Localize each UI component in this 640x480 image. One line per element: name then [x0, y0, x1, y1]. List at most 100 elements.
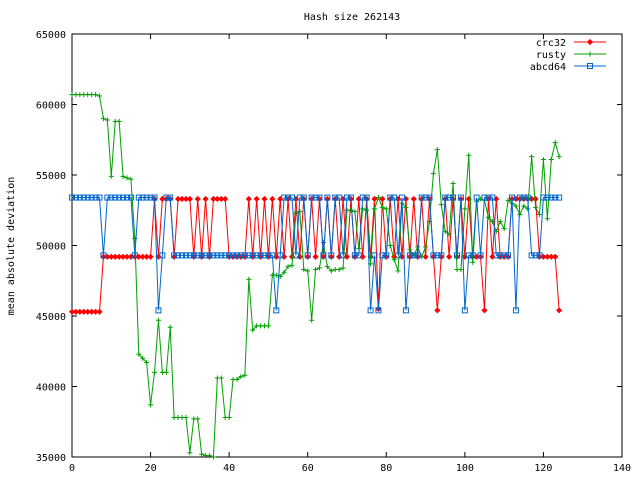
- data-point: [143, 194, 150, 201]
- data-point: [269, 195, 276, 203]
- data-point: [347, 194, 354, 201]
- data-point: [88, 308, 95, 315]
- legend-marker: [587, 63, 593, 69]
- data-point: [104, 194, 111, 201]
- data-point: [501, 252, 508, 259]
- data-point: [132, 235, 138, 241]
- data-point: [410, 252, 417, 259]
- legend-marker: [586, 38, 594, 46]
- data-point: [143, 253, 150, 260]
- data-point: [147, 194, 154, 201]
- data-point: [182, 252, 189, 259]
- data-point: [470, 259, 476, 265]
- data-point: [234, 252, 240, 259]
- data-point: [422, 194, 429, 201]
- data-point: [246, 276, 252, 282]
- data-point: [112, 194, 119, 201]
- data-point: [355, 252, 362, 259]
- data-point: [548, 156, 554, 162]
- data-point: [301, 266, 307, 272]
- data-point: [383, 206, 389, 212]
- data-point: [195, 416, 201, 422]
- data-point: [540, 194, 547, 201]
- data-point: [281, 269, 287, 275]
- data-point: [135, 194, 142, 201]
- data-point: [516, 194, 523, 201]
- data-point: [241, 252, 248, 259]
- data-point: [446, 231, 452, 237]
- data-point: [442, 194, 449, 201]
- data-point: [155, 317, 161, 323]
- x-tick-label: 40: [223, 463, 235, 474]
- data-point: [360, 206, 366, 212]
- series-abcd64: [69, 194, 563, 314]
- data-point: [418, 194, 425, 201]
- data-point: [136, 351, 142, 357]
- data-point: [387, 243, 393, 248]
- data-point: [348, 207, 354, 213]
- data-point: [481, 194, 488, 201]
- data-point: [179, 252, 185, 259]
- axes: 0 20 40 60 80 100 120 140 35000 40000 45000 50000 55…: [36, 30, 631, 474]
- data-point: [84, 194, 91, 201]
- data-point: [265, 323, 271, 329]
- data-point: [454, 252, 460, 259]
- data-point: [438, 252, 445, 259]
- data-point: [414, 252, 421, 259]
- data-point: [450, 194, 457, 201]
- data-point: [336, 266, 342, 272]
- data-point: [80, 308, 87, 315]
- data-point: [253, 252, 260, 259]
- x-tick-label: 100: [456, 463, 474, 474]
- data-point: [72, 308, 79, 315]
- data-point: [116, 118, 122, 124]
- data-point: [403, 204, 409, 210]
- data-point: [477, 252, 484, 259]
- data-point: [242, 372, 248, 378]
- data-point: [253, 195, 260, 203]
- data-point: [469, 252, 476, 259]
- data-point: [544, 253, 551, 260]
- data-point: [171, 252, 178, 259]
- data-point: [68, 308, 76, 315]
- data-point: [395, 252, 402, 259]
- x-tick-label: 80: [380, 463, 392, 474]
- data-point: [116, 194, 123, 201]
- data-point: [84, 308, 91, 315]
- data-point: [88, 194, 95, 201]
- data-point: [186, 252, 193, 259]
- data-point: [131, 252, 138, 259]
- x-tick-label: 140: [613, 463, 631, 474]
- data-point: [352, 209, 358, 215]
- data-point: [218, 252, 225, 259]
- data-point: [489, 194, 496, 201]
- data-point: [375, 195, 381, 201]
- data-point: [96, 194, 103, 201]
- data-point: [332, 194, 339, 201]
- data-point: [438, 202, 444, 208]
- data-point: [234, 376, 240, 382]
- data-point: [194, 252, 201, 259]
- data-point: [532, 252, 539, 259]
- data-point: [513, 203, 519, 209]
- y-tick-label: 55000: [36, 171, 66, 182]
- series-layer: [68, 92, 563, 460]
- data-point: [140, 355, 146, 361]
- data-point: [552, 194, 559, 201]
- data-point: [226, 415, 232, 421]
- data-point: [552, 253, 559, 260]
- data-point: [391, 257, 397, 263]
- data-point: [281, 194, 288, 201]
- data-point: [194, 195, 201, 203]
- data-point: [155, 307, 162, 314]
- data-point: [257, 252, 264, 259]
- data-point: [206, 252, 213, 259]
- data-point: [112, 253, 119, 260]
- data-point: [379, 252, 386, 259]
- data-point: [92, 194, 99, 201]
- data-point: [120, 253, 127, 260]
- data-point: [245, 252, 252, 259]
- data-point: [76, 194, 83, 201]
- data-point: [190, 252, 197, 259]
